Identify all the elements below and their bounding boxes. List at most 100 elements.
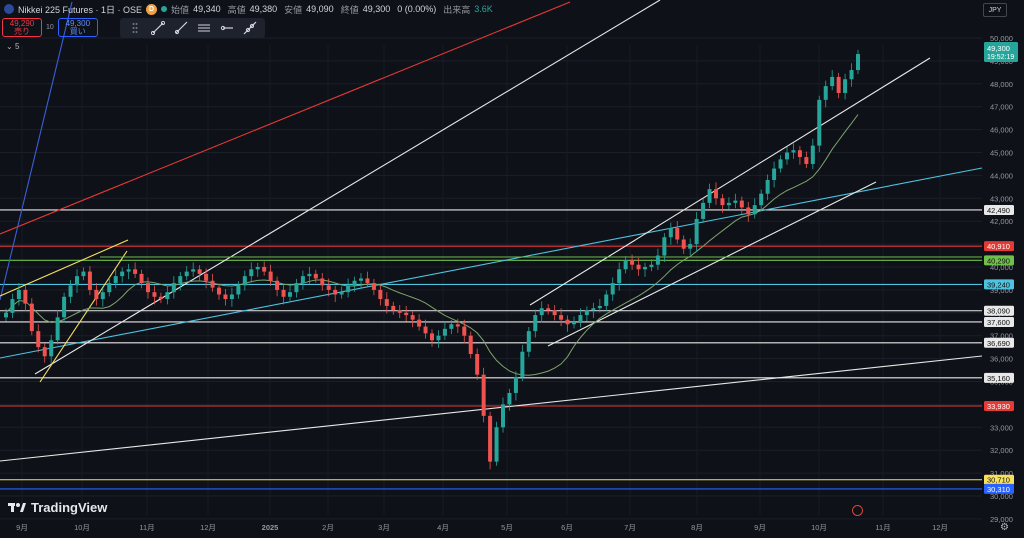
level-label: 36,690 bbox=[987, 339, 1010, 348]
candle bbox=[649, 264, 654, 267]
symbol-title[interactable]: Nikkei 225 Futures · 1日 · OSE bbox=[18, 4, 143, 15]
candle bbox=[49, 340, 54, 357]
candle bbox=[229, 294, 234, 300]
candle bbox=[785, 152, 789, 160]
candle bbox=[733, 200, 738, 203]
candle bbox=[178, 276, 183, 284]
last-price-value: 49,300 bbox=[987, 44, 1010, 53]
trend-line-icon[interactable] bbox=[151, 21, 165, 35]
candle bbox=[16, 289, 21, 300]
candle bbox=[830, 76, 835, 87]
candle bbox=[346, 285, 351, 293]
exchange-logo-icon bbox=[4, 4, 14, 14]
trend-line bbox=[34, 0, 661, 375]
horizontal-ray-icon[interactable] bbox=[220, 21, 234, 35]
price-tick-label: 46,000 bbox=[990, 126, 1013, 135]
gear-icon[interactable]: ⚙ bbox=[1000, 522, 1009, 533]
candle bbox=[107, 283, 112, 293]
candles bbox=[4, 49, 860, 470]
candle bbox=[300, 276, 305, 284]
change-value: 0 (0.00%) bbox=[397, 4, 437, 14]
level-label-box bbox=[984, 337, 1014, 348]
candle bbox=[617, 269, 622, 284]
level-label-box bbox=[984, 401, 1014, 412]
time-tick-label: 9月 bbox=[16, 523, 28, 532]
candle bbox=[378, 289, 383, 300]
drag-handle-icon[interactable] bbox=[128, 21, 142, 35]
price-tick-label: 48,000 bbox=[990, 80, 1013, 89]
level-label-box bbox=[984, 474, 1014, 485]
sell-price: 49,290 bbox=[9, 18, 35, 28]
level-label-box bbox=[984, 316, 1014, 327]
price-tick-label: 43,000 bbox=[990, 194, 1013, 203]
candle bbox=[326, 285, 331, 290]
candle bbox=[294, 283, 299, 293]
candle bbox=[720, 198, 725, 206]
parallel-channel-icon[interactable] bbox=[197, 21, 211, 35]
candle bbox=[488, 415, 493, 462]
candle bbox=[81, 271, 86, 277]
price-tick-label: 36,000 bbox=[990, 355, 1013, 364]
candle bbox=[526, 331, 531, 352]
price-tick-label: 47,000 bbox=[990, 103, 1013, 112]
candle bbox=[810, 145, 815, 164]
candle bbox=[552, 310, 557, 316]
candle bbox=[10, 299, 15, 313]
time-tick-label: 7月 bbox=[624, 523, 636, 532]
candle bbox=[681, 239, 686, 249]
candle bbox=[455, 324, 460, 327]
candle bbox=[636, 264, 641, 270]
candle bbox=[655, 255, 660, 265]
candle bbox=[468, 335, 473, 355]
level-label: 33,930 bbox=[987, 402, 1010, 411]
level-label-box bbox=[984, 204, 1014, 215]
candle bbox=[165, 292, 170, 300]
extended-line-icon[interactable] bbox=[243, 21, 257, 35]
candle bbox=[772, 168, 777, 180]
candle bbox=[417, 319, 422, 327]
candle bbox=[359, 278, 363, 281]
candle bbox=[791, 150, 796, 153]
data-badge: D bbox=[146, 3, 158, 15]
event-marker-icon[interactable] bbox=[852, 505, 863, 516]
time-tick-label: 8月 bbox=[691, 523, 703, 532]
candle bbox=[191, 269, 196, 272]
candle bbox=[29, 303, 34, 332]
price-tick-label: 37,000 bbox=[990, 332, 1013, 341]
candle bbox=[146, 283, 150, 293]
candle bbox=[268, 271, 273, 281]
candle bbox=[100, 292, 105, 300]
order-quantity[interactable]: 10 bbox=[46, 24, 54, 31]
trend-line bbox=[39, 250, 128, 383]
price-tick-label: 39,000 bbox=[990, 286, 1013, 295]
time-tick-label: 10月 bbox=[811, 523, 827, 532]
currency-selector[interactable]: JPY bbox=[983, 3, 1007, 17]
buy-button[interactable]: 49,300 買い bbox=[57, 18, 98, 37]
candle bbox=[572, 321, 576, 325]
candle bbox=[597, 305, 602, 309]
candle bbox=[817, 99, 822, 146]
price-tick-label: 33,000 bbox=[990, 423, 1013, 432]
candle bbox=[623, 260, 628, 270]
candle bbox=[481, 374, 486, 416]
candle bbox=[856, 54, 860, 71]
trend-line bbox=[0, 167, 983, 359]
candle bbox=[371, 283, 376, 290]
time-tick-label: 2月 bbox=[322, 523, 334, 532]
time-tick-label: 3月 bbox=[378, 523, 390, 532]
ray-icon[interactable] bbox=[174, 21, 188, 35]
level-label: 30,310 bbox=[987, 485, 1010, 494]
candle bbox=[546, 308, 551, 311]
candle bbox=[442, 328, 447, 336]
indicators-toggle[interactable]: ⌄ 5 bbox=[6, 42, 19, 51]
trend-line bbox=[529, 57, 931, 306]
brand-name: TradingView bbox=[31, 500, 108, 515]
close-value: 49,300 bbox=[362, 4, 391, 14]
candle bbox=[171, 283, 176, 293]
sell-button[interactable]: 49,290 売り bbox=[2, 18, 42, 37]
open-label: 始値 bbox=[171, 4, 190, 15]
candle bbox=[707, 189, 712, 203]
time-tick-label: 10月 bbox=[74, 523, 90, 532]
